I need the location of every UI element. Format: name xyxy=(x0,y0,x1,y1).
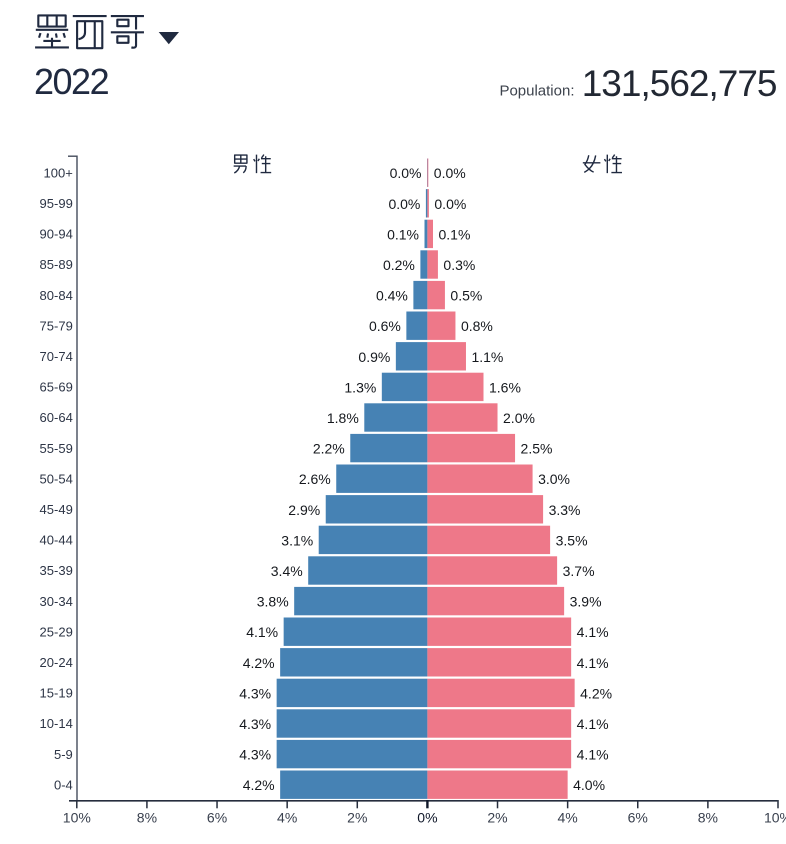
svg-text:1.6%: 1.6% xyxy=(489,379,521,395)
svg-text:0.0%: 0.0% xyxy=(390,165,422,181)
svg-text:4.1%: 4.1% xyxy=(577,716,609,732)
svg-text:0.5%: 0.5% xyxy=(450,288,482,304)
svg-text:0.4%: 0.4% xyxy=(376,288,408,304)
svg-text:6%: 6% xyxy=(628,810,648,826)
svg-text:3.5%: 3.5% xyxy=(556,532,588,548)
svg-text:35-39: 35-39 xyxy=(40,563,73,578)
svg-text:0.0%: 0.0% xyxy=(434,196,466,212)
svg-text:20-24: 20-24 xyxy=(40,655,73,670)
svg-text:75-79: 75-79 xyxy=(40,318,73,333)
svg-text:0.0%: 0.0% xyxy=(434,165,466,181)
svg-text:4%: 4% xyxy=(277,810,297,826)
svg-text:40-44: 40-44 xyxy=(40,533,73,548)
svg-text:60-64: 60-64 xyxy=(40,410,73,425)
svg-text:100+: 100+ xyxy=(44,165,73,180)
svg-text:15-19: 15-19 xyxy=(40,686,73,701)
svg-text:3.8%: 3.8% xyxy=(257,594,289,610)
svg-text:55-59: 55-59 xyxy=(40,441,73,456)
svg-text:0.1%: 0.1% xyxy=(439,226,471,242)
svg-text:95-99: 95-99 xyxy=(40,196,73,211)
svg-text:2.0%: 2.0% xyxy=(503,410,535,426)
svg-text:4.2%: 4.2% xyxy=(243,655,275,671)
svg-text:80-84: 80-84 xyxy=(40,288,73,303)
svg-text:0.2%: 0.2% xyxy=(383,257,415,273)
svg-text:4.1%: 4.1% xyxy=(577,624,609,640)
svg-text:Population:: Population: xyxy=(499,83,574,100)
svg-text:25-29: 25-29 xyxy=(40,624,73,639)
svg-text:50-54: 50-54 xyxy=(40,471,73,486)
svg-text:0.8%: 0.8% xyxy=(461,318,493,334)
svg-text:1.1%: 1.1% xyxy=(471,349,503,365)
svg-text:1.3%: 1.3% xyxy=(344,379,376,395)
svg-text:0.6%: 0.6% xyxy=(369,318,401,334)
svg-text:2.5%: 2.5% xyxy=(521,441,553,457)
svg-text:0-4: 0-4 xyxy=(54,777,73,792)
svg-text:2.9%: 2.9% xyxy=(288,502,320,518)
svg-text:3.0%: 3.0% xyxy=(538,471,570,487)
svg-text:90-94: 90-94 xyxy=(40,227,73,242)
svg-text:30-34: 30-34 xyxy=(40,594,73,609)
svg-text:0.9%: 0.9% xyxy=(358,349,390,365)
svg-text:0.3%: 0.3% xyxy=(443,257,475,273)
svg-text:3.7%: 3.7% xyxy=(563,563,595,579)
svg-text:4.3%: 4.3% xyxy=(239,747,271,763)
svg-text:10%: 10% xyxy=(63,810,91,826)
svg-text:4.3%: 4.3% xyxy=(239,685,271,701)
svg-text:0%: 0% xyxy=(417,810,437,826)
svg-text:3.9%: 3.9% xyxy=(570,594,602,610)
svg-text:131,562,775: 131,562,775 xyxy=(582,63,777,104)
svg-text:4.1%: 4.1% xyxy=(577,747,609,763)
svg-text:3.3%: 3.3% xyxy=(549,502,581,518)
svg-text:8%: 8% xyxy=(137,810,157,826)
svg-text:85-89: 85-89 xyxy=(40,257,73,272)
svg-text:4.1%: 4.1% xyxy=(577,655,609,671)
svg-text:0.1%: 0.1% xyxy=(387,226,419,242)
svg-text:45-49: 45-49 xyxy=(40,502,73,517)
svg-text:8%: 8% xyxy=(698,810,718,826)
svg-text:6%: 6% xyxy=(207,810,227,826)
svg-text:2022: 2022 xyxy=(34,61,109,102)
svg-text:1.8%: 1.8% xyxy=(327,410,359,426)
svg-text:2.6%: 2.6% xyxy=(299,471,331,487)
svg-text:2%: 2% xyxy=(487,810,507,826)
svg-text:4.2%: 4.2% xyxy=(580,685,612,701)
svg-text:4.2%: 4.2% xyxy=(243,777,275,793)
svg-text:10%: 10% xyxy=(764,810,786,826)
svg-text:2.2%: 2.2% xyxy=(313,441,345,457)
svg-text:4%: 4% xyxy=(558,810,578,826)
svg-text:0.0%: 0.0% xyxy=(388,196,420,212)
svg-text:10-14: 10-14 xyxy=(40,716,73,731)
svg-text:4.0%: 4.0% xyxy=(573,777,605,793)
svg-text:3.1%: 3.1% xyxy=(281,532,313,548)
svg-text:4.3%: 4.3% xyxy=(239,716,271,732)
svg-text:5-9: 5-9 xyxy=(54,747,73,762)
svg-text:65-69: 65-69 xyxy=(40,380,73,395)
svg-text:4.1%: 4.1% xyxy=(246,624,278,640)
svg-text:3.4%: 3.4% xyxy=(271,563,303,579)
svg-text:70-74: 70-74 xyxy=(40,349,73,364)
svg-text:2%: 2% xyxy=(347,810,367,826)
